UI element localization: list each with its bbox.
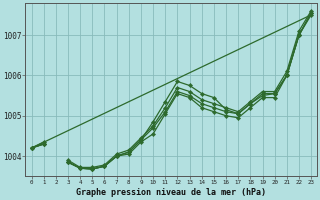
X-axis label: Graphe pression niveau de la mer (hPa): Graphe pression niveau de la mer (hPa) <box>76 188 266 197</box>
